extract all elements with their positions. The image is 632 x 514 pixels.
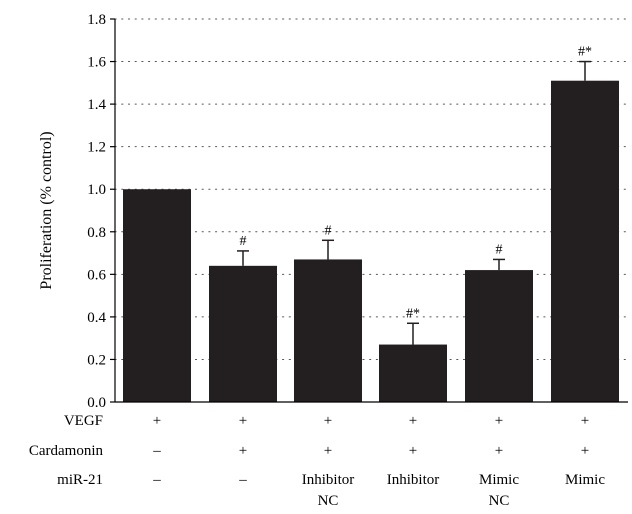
y-tick-label: 1.6 [87,55,106,71]
condition-cell: + [581,413,589,429]
condition-cell: + [324,443,332,459]
bar [465,270,533,402]
condition-row-label: VEGF [64,413,103,429]
condition-cell: Mimic [565,472,605,488]
y-tick-label: 0.0 [87,395,106,411]
y-tick-label: 1.8 [87,12,106,28]
y-axis-label: Proliferation (% control) [38,131,55,289]
bar [209,265,277,402]
bar [294,259,362,402]
y-tick-label: 1.4 [87,97,106,113]
significance-label: #* [406,306,420,321]
condition-cell: + [581,443,589,459]
condition-cell: Inhibitor [387,472,440,488]
condition-cell: + [495,413,503,429]
condition-cell: NC [489,493,510,509]
condition-cell: + [324,413,332,429]
condition-cell: + [153,413,161,429]
y-tick-label: 0.2 [87,352,106,368]
condition-cell: + [239,443,247,459]
condition-cell: – [152,443,161,459]
y-tick-label: 1.0 [87,182,106,198]
condition-row-label: miR-21 [57,472,103,488]
y-tick-label: 0.8 [87,225,106,241]
significance-label: # [496,242,503,257]
bar [551,80,619,402]
bar [123,189,191,402]
condition-cell: + [495,443,503,459]
condition-cell: Mimic [479,472,519,488]
significance-label: # [325,223,332,238]
condition-cell: Inhibitor [302,472,355,488]
condition-cell: – [238,472,247,488]
y-tick-label: 0.6 [87,267,106,283]
condition-cell: + [239,413,247,429]
condition-cell: + [409,413,417,429]
condition-cell: – [152,472,161,488]
condition-cell: + [409,443,417,459]
bar [379,344,447,402]
y-tick-label: 0.4 [87,310,106,326]
y-tick-label: 1.2 [87,140,106,156]
condition-row-label: Cardamonin [29,443,104,459]
condition-cell: NC [318,493,339,509]
significance-label: #* [578,45,592,60]
significance-label: # [240,234,247,249]
